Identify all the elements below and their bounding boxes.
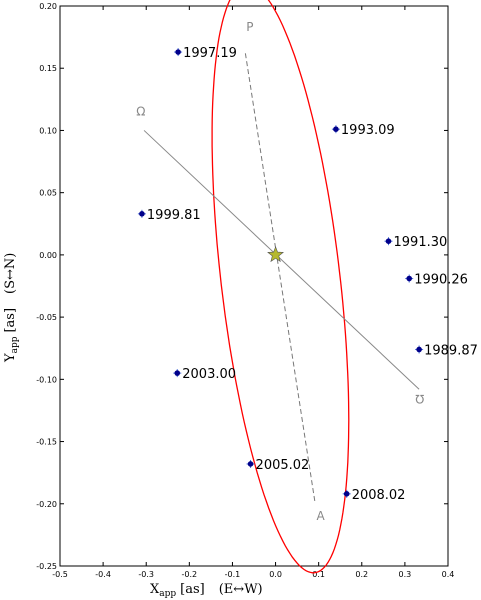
x-axis-sub: app <box>159 589 176 599</box>
data-point <box>406 275 413 282</box>
x-tick-label: 0.1 <box>312 570 325 579</box>
plot-frame <box>59 5 449 567</box>
x-axis-note: (E↔W) <box>219 582 263 597</box>
star-marker <box>267 246 285 263</box>
x-tick-label: 0.3 <box>399 570 412 579</box>
point-label: 2003.00 <box>182 367 236 382</box>
x-tick-label: 0.0 <box>269 570 282 579</box>
y-tick-label: -0.10 <box>36 375 57 384</box>
apastron-label: A <box>317 509 326 523</box>
y-tick-label: 0.00 <box>39 251 57 260</box>
descending-node-label: ℧ <box>415 392 424 406</box>
data-point <box>174 370 181 376</box>
data-point <box>247 461 254 467</box>
y-axis-title: Yapp [as] (S↔N) <box>3 253 20 363</box>
data-point <box>416 346 422 353</box>
y-axis-unit: [as] <box>3 308 18 333</box>
line-of-nodes <box>143 130 420 390</box>
point-label: 1989.87 <box>424 343 478 358</box>
x-tick-label: -0.5 <box>52 570 68 579</box>
y-tick-label: -0.05 <box>36 313 57 322</box>
y-tick-label: -0.25 <box>36 562 57 571</box>
data-point <box>175 49 181 55</box>
x-axis-title: Xapp [as] (E↔W) <box>150 582 263 599</box>
data-points: 1997.19 1993.09 1999.81 1991.30 1990.26 1989.… <box>137 46 478 503</box>
line-of-apsides <box>244 53 316 504</box>
y-axis-sub: app <box>10 336 20 353</box>
x-tick-label: 0.2 <box>355 570 368 579</box>
y-tick-label: 0.15 <box>39 64 57 73</box>
data-point <box>385 238 392 244</box>
point-label: 2005.02 <box>256 458 310 473</box>
point-label: 1999.81 <box>147 208 201 223</box>
orbit-lines <box>143 0 420 574</box>
y-tick-label: 0.05 <box>39 189 57 198</box>
point-label: 1991.30 <box>394 235 448 250</box>
x-axis-main: X <box>150 582 160 597</box>
x-tick-label: -0.2 <box>182 570 198 579</box>
ascending-node-label: Ω <box>136 105 145 119</box>
x-tick-label: -0.4 <box>95 570 111 579</box>
data-point <box>343 491 350 497</box>
point-label: 2008.02 <box>352 488 406 503</box>
axis-ticks: -0.5 -0.4 -0.3 -0.2 -0.1 0.0 0.1 0.2 0.3 0.4 -0.25… <box>36 2 454 579</box>
x-axis-unit: [as] <box>180 582 205 597</box>
point-label: 1993.09 <box>341 123 395 138</box>
x-tick-label: -0.3 <box>138 570 154 579</box>
y-tick-label: 0.10 <box>39 126 57 135</box>
periastron-label: P <box>246 20 253 34</box>
data-point <box>333 126 339 132</box>
data-point <box>139 211 145 217</box>
x-tick-label: -0.1 <box>225 570 241 579</box>
point-label: 1990.26 <box>414 273 468 288</box>
orbit-ellipse <box>211 0 350 574</box>
x-tick-label: 0.4 <box>442 570 455 579</box>
y-axis-main: Y <box>3 353 18 363</box>
y-tick-label: -0.20 <box>36 500 57 509</box>
y-tick-label: -0.15 <box>36 438 57 447</box>
point-label: 1997.19 <box>183 46 237 61</box>
y-axis-note: (S↔N) <box>3 253 18 294</box>
y-tick-label: 0.20 <box>39 2 57 11</box>
